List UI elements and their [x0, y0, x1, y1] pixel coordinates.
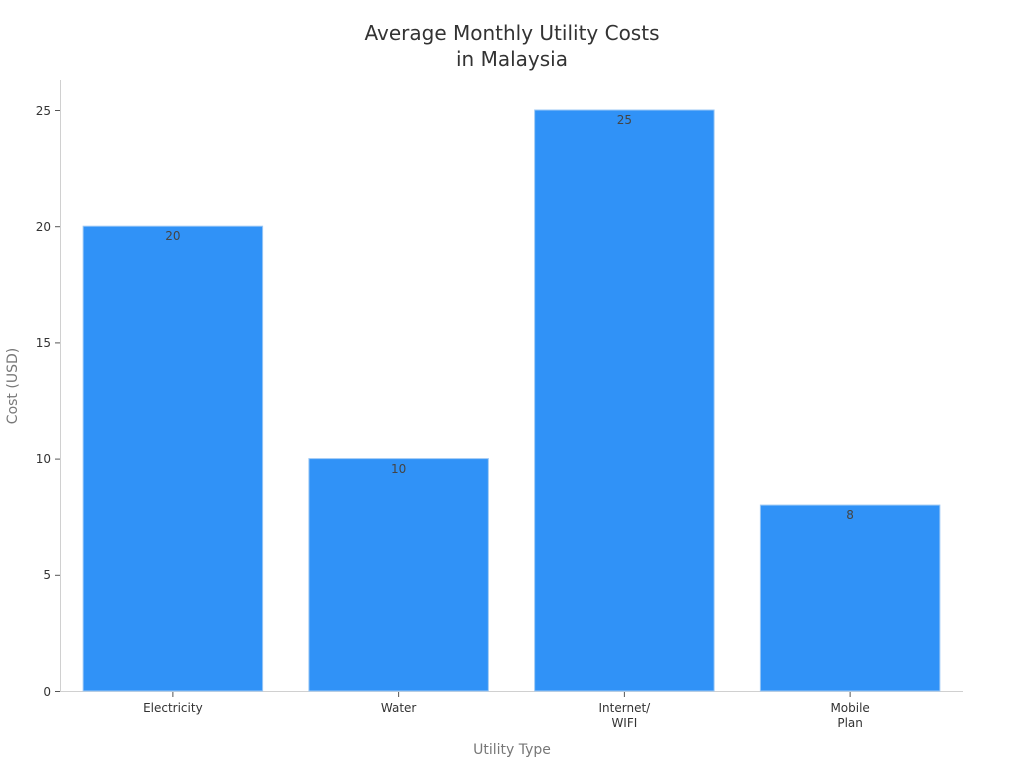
x-tick-label-line: Internet/	[598, 701, 651, 715]
y-tick-label: 10	[35, 452, 51, 467]
x-tick-label: Mobile Plan	[780, 701, 920, 731]
bar-value-label: 25	[616, 113, 633, 127]
x-tick-label-line: Electricity	[143, 701, 203, 715]
y-tick-label: 0	[43, 684, 51, 699]
bar-internet-wifi	[534, 109, 715, 692]
y-tick-label: 20	[35, 219, 51, 234]
x-tick-label: Electricity	[103, 701, 243, 716]
bar-value-label: 10	[390, 461, 407, 476]
bar-value-label: 20	[165, 229, 181, 244]
bar-mobile-plan	[759, 504, 941, 692]
bar-electricity	[82, 225, 264, 692]
y-tick-marks	[55, 110, 60, 692]
chart-title: Average Monthly Utility Costs in Malaysi…	[0, 20, 1024, 72]
x-tick-label-line: Water	[380, 701, 417, 715]
x-tick-label-line: Mobile	[830, 701, 870, 715]
chart-title-line-2: in Malaysia	[456, 47, 568, 71]
x-axis-title: Utility Type	[473, 742, 551, 758]
x-tick-label: Internet/WIFI	[554, 701, 694, 731]
chart-title-line-1: Average Monthly Utility Costs	[364, 21, 660, 45]
y-tick-label: 15	[35, 335, 51, 350]
bar-value-label: 8	[846, 508, 854, 523]
x-tick-marks	[172, 692, 851, 697]
bar-water	[308, 458, 489, 692]
y-tick-label: 5	[43, 568, 51, 583]
y-tick-label: 25	[35, 103, 51, 118]
x-tick-label-line: Plan	[837, 716, 863, 730]
y-axis-title: Cost (USD)	[5, 347, 21, 425]
bars	[82, 109, 941, 692]
x-tick-label: Water	[329, 701, 469, 716]
x-tick-label-line: WIFI	[611, 716, 638, 730]
